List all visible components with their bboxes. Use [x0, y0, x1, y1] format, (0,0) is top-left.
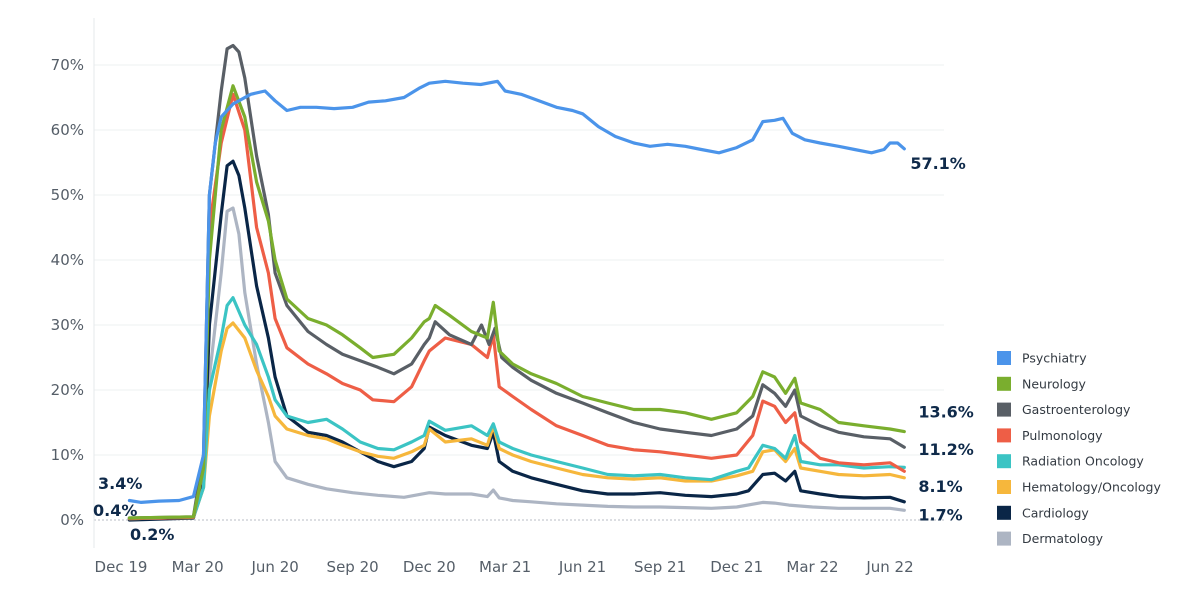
legend-swatch: [997, 480, 1011, 494]
series-line-cardiology: [127, 159, 906, 522]
end-value-label: 11.2%: [918, 440, 974, 459]
y-tick-label: 0%: [60, 511, 84, 529]
y-tick-label: 20%: [51, 381, 84, 399]
series-line-radiation-oncology: [127, 296, 906, 521]
value-labels: 57.1% 13.6% 11.2% 8.1% 1.7% 3.4% 0.4% 0.2%: [93, 154, 974, 544]
series-line-psychiatry: [127, 79, 906, 504]
legend-label: Neurology: [1022, 376, 1087, 391]
y-tick-label: 70%: [51, 56, 84, 74]
legend-swatch: [997, 531, 1011, 546]
legend-item: Dermatology: [997, 531, 1104, 546]
legend-swatch: [997, 505, 1011, 520]
legend-item: Psychiatry: [997, 351, 1087, 366]
x-tick-label: Dec 19: [95, 558, 148, 576]
legend-label: Dermatology: [1022, 531, 1104, 546]
start-value-label: 3.4%: [98, 474, 142, 493]
legend-label: Psychiatry: [1022, 351, 1087, 366]
legend-swatch: [997, 351, 1011, 365]
x-tick-label: Jun 22: [865, 558, 913, 576]
x-tick-label: Jun 20: [250, 558, 298, 576]
x-tick-label: Jun 21: [558, 558, 606, 576]
series-line-neurology: [127, 84, 906, 520]
legend-item: Neurology: [997, 376, 1087, 391]
start-value-label: 0.2%: [130, 525, 174, 544]
y-tick-label: 10%: [51, 446, 84, 464]
y-tick-label: 60%: [51, 121, 84, 139]
x-tick-label: Mar 20: [172, 558, 224, 576]
end-value-label: 8.1%: [918, 477, 962, 496]
end-value-label: 1.7%: [918, 505, 962, 524]
y-tick-label: 50%: [51, 186, 84, 204]
x-tick-label: Sep 21: [634, 558, 686, 576]
series-line-dermatology: [127, 206, 906, 521]
legend-item: Radiation Oncology: [997, 454, 1144, 469]
legend-label: Cardiology: [1022, 505, 1089, 520]
legend-item: Pulmonology: [997, 428, 1103, 443]
x-tick-label: Mar 21: [479, 558, 531, 576]
legend-label: Gastroenterology: [1022, 402, 1131, 417]
legend-item: Cardiology: [997, 505, 1089, 520]
legend-swatch: [997, 402, 1011, 417]
legend-label: Radiation Oncology: [1022, 454, 1144, 469]
legend-item: Hematology/Oncology: [997, 480, 1161, 495]
legend-label: Pulmonology: [1022, 428, 1103, 443]
x-tick-label: Dec 20: [403, 558, 456, 576]
legend-swatch: [997, 376, 1011, 391]
start-value-label: 0.4%: [93, 501, 137, 520]
end-value-label: 57.1%: [910, 154, 966, 173]
x-tick-label: Mar 22: [786, 558, 838, 576]
axes: 0% 10% 20% 30% 40% 50% 60% 70% Dec 19 Mar 20 Jun 2…: [51, 18, 914, 576]
legend-swatch: [997, 428, 1011, 443]
series-lines: [127, 43, 906, 522]
legend-swatch: [997, 454, 1011, 469]
y-tick-label: 40%: [51, 251, 84, 269]
legend-item: Gastroenterology: [997, 402, 1131, 417]
legend-label: Hematology/Oncology: [1022, 480, 1161, 495]
x-tick-label: Sep 20: [327, 558, 379, 576]
legend: Psychiatry Neurology Gastroenterology Pulmo…: [997, 351, 1161, 546]
x-tick-label: Dec 21: [710, 558, 763, 576]
y-tick-label: 30%: [51, 316, 84, 334]
end-value-label: 13.6%: [918, 403, 974, 422]
series-line-pulmonology: [127, 92, 906, 521]
